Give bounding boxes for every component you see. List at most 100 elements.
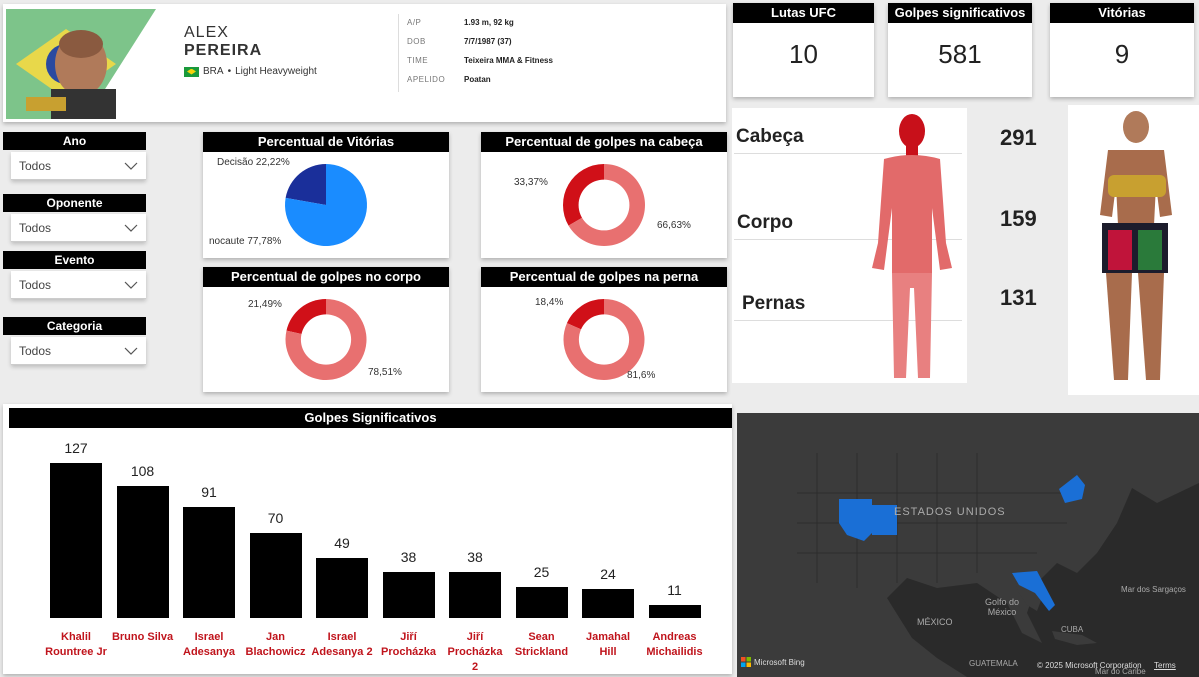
pie-label-nocaute: nocaute 77,78% [209,236,282,247]
bar[interactable] [116,486,169,618]
x-tick-label: Israel Adesanya [183,631,235,658]
divider [734,320,962,321]
x-tick-label: Jamahal Hill [585,631,631,658]
map-label: Mar dos Sargaços [1121,585,1186,594]
bing-logo: Microsoft Bing [741,657,805,667]
body-part-label-body: Corpo [737,212,793,233]
bar[interactable] [316,558,368,618]
bar[interactable] [515,587,568,618]
slicer-value: Todos [19,277,52,292]
slicer-dropdown[interactable]: Todos [11,214,146,242]
chevron-down-icon [124,281,138,289]
map-label: GUATEMALA [969,659,1018,668]
x-tick-label: Khalil Rountree Jr [45,631,107,658]
country-code: BRA [203,66,224,77]
bar-data-label: 24 [600,565,616,582]
map-label: CUBA [1061,625,1084,634]
microsoft-logo-icon [741,657,751,667]
x-tick-label: Andreas Michailidis [646,631,703,658]
kpi-title: Vitórias [1050,3,1194,23]
bar[interactable] [183,506,235,618]
bar[interactable] [50,463,102,618]
fighter-photo-with-flag [6,9,176,119]
body-part-label-legs: Pernas [742,293,806,314]
fighter-profile-card: ALEX PEREIRA BRA • Light Heavyweight A/P… [3,4,726,122]
map-label: Golfo do México [984,597,1020,617]
map-label: Mar do Caribe [1095,667,1146,676]
donut-title: Percentual de Vitórias [203,132,449,152]
bar-plot-area: 127 Khalil Rountree Jr 108 Bruno Silva 91 Isra… [3,404,732,674]
kpi-value: 9 [1114,39,1130,69]
donut-card-corpo: Percentual de golpes no corpo 21,49% 78,… [203,267,449,392]
slicer-value: Todos [19,220,52,235]
x-tick-label: Bruno Silva [111,631,174,643]
weight-division: Light Heavyweight [235,66,317,77]
map-terms-link[interactable]: Terms [1154,661,1176,670]
slicer-dropdown[interactable]: Todos [11,337,146,365]
slice-a[interactable] [285,164,326,205]
fighter-full-body-photo [1068,105,1199,395]
bar-data-label: 91 [201,483,217,500]
body-part-value-body: 159 [1000,206,1037,231]
map-canvas [737,413,1199,677]
info-value: Poatan [464,75,491,84]
info-key: TIME [407,56,429,65]
slicer-title: Oponente [3,194,146,212]
chart-title: Golpes Significativos [9,408,732,428]
map-label: MÉXICO [917,617,953,627]
fighter-last-name: PEREIRA [184,42,263,59]
info-value: 7/7/1987 (37) [464,37,512,46]
divider [734,153,962,154]
info-key: A/P [407,18,422,27]
slicer-oponente: Oponente Todos [3,194,146,242]
bar-data-label: 11 [667,581,682,598]
slicer-evento: Evento Todos [3,251,146,299]
brazil-flag-icon [184,66,199,77]
bar-data-label: 127 [64,440,88,456]
donut-label-a: 18,4% [535,297,564,308]
donut-card-cabeca: Percentual de golpes na cabeça 33,37% 66… [481,132,727,258]
x-tick-label: Sean Strickland [514,631,569,658]
separator-dot: • [227,66,232,77]
kpi-value: 10 [789,39,818,69]
kpi-lutas-ufc: Lutas UFC 10 [733,3,874,97]
bar-data-label: 70 [267,509,284,526]
slicer-ano: Ano Todos [3,132,146,180]
body-part-value-head: 291 [1000,125,1037,150]
bar[interactable] [382,571,435,618]
slicer-title: Categoria [3,317,146,335]
nation-division-line: BRA • Light Heavyweight [184,66,317,77]
slice-b[interactable] [285,164,368,246]
donut-title: Percentual de golpes na cabeça [481,132,727,152]
map-visual[interactable]: ESTADOS UNIDOS MÉXICO Golfo do México CU… [737,413,1199,677]
bar[interactable] [648,604,701,618]
donut-cabeca [563,164,645,246]
slicer-dropdown[interactable]: Todos [11,271,146,299]
info-row-team: TIME Teixeira MMA & Fitness [407,56,553,65]
bing-brand: Microsoft Bing [754,657,805,667]
chevron-down-icon [124,347,138,355]
donut-label-b: 66,63% [657,220,691,231]
donut-title: Percentual de golpes na perna [481,267,727,287]
donut-label-a: 21,49% [248,299,282,310]
divider [398,14,399,92]
pie-vitorias [285,164,368,246]
info-key: APELIDO [407,75,446,84]
slicer-categoria: Categoria Todos [3,317,146,365]
kpi-value: 581 [938,39,982,69]
strike-target-panel: Cabeça Corpo Pernas 291 159 131 [732,108,1037,383]
info-row-nickname: APELIDO Poatan [407,75,491,84]
info-row-ap: A/P 1.93 m, 92 kg [407,18,514,27]
bar[interactable] [582,588,634,618]
info-row-dob: DOB 7/7/1987 (37) [407,37,512,46]
donut-title: Percentual de golpes no corpo [203,267,449,287]
bar[interactable] [249,532,302,618]
donut-perna [563,299,645,380]
x-tick-label: Jiří Procházka [380,631,437,658]
bar[interactable] [449,571,501,618]
x-tick-label: Jan Blachowicz [245,631,306,658]
bar-chart-golpes: Golpes Significativos 127 Khalil Rountree … [3,404,732,674]
slicer-dropdown[interactable]: Todos [11,152,146,180]
slicer-title: Ano [3,132,146,150]
info-value: Teixeira MMA & Fitness [464,56,553,65]
